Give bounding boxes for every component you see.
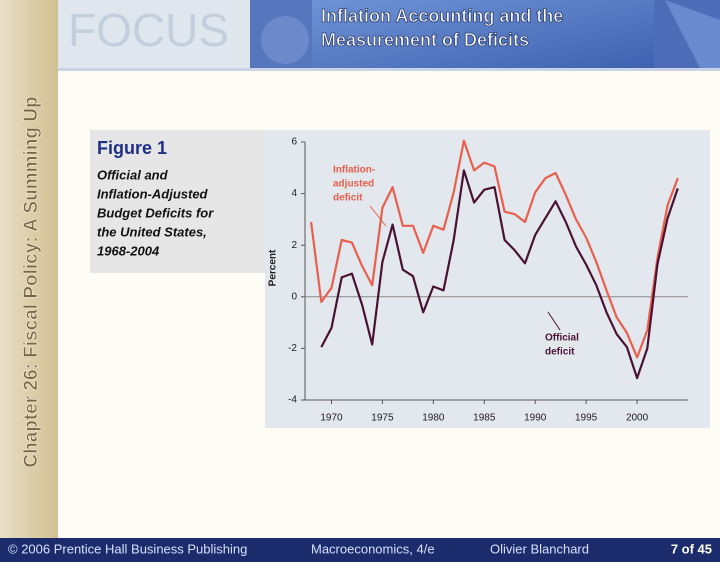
series-label: deficit bbox=[545, 347, 575, 358]
slide-title: Inflation Accounting and the bbox=[321, 6, 563, 26]
footer bbox=[0, 538, 720, 562]
figure-label-box bbox=[90, 130, 265, 273]
figure-caption: Official and bbox=[97, 167, 169, 182]
logo-panel bbox=[58, 0, 250, 68]
figure-caption: Inflation-Adjusted bbox=[97, 186, 209, 201]
x-tick-label: 1980 bbox=[422, 413, 445, 424]
figure-caption: the United States, bbox=[97, 224, 207, 239]
sidebar bbox=[0, 0, 58, 538]
label-leader bbox=[547, 311, 561, 331]
x-tick-label: 1995 bbox=[575, 413, 598, 424]
chapter-title: Chapter 26: Fiscal Policy: A Summing Up bbox=[21, 96, 42, 467]
series-label: Official bbox=[545, 333, 579, 344]
x-tick-label: 1970 bbox=[320, 413, 343, 424]
y-tick-label: -4 bbox=[288, 395, 297, 406]
series-line bbox=[310, 139, 679, 359]
x-tick-label: 2000 bbox=[626, 413, 649, 424]
x-tick-label: 1985 bbox=[473, 413, 496, 424]
y-tick-label: 4 bbox=[291, 188, 297, 199]
header-rule bbox=[58, 68, 720, 71]
x-tick-label: 1975 bbox=[371, 413, 394, 424]
y-tick-label: -2 bbox=[288, 343, 297, 354]
series-label: Inflation- bbox=[333, 165, 375, 176]
series-label: adjusted bbox=[333, 179, 374, 190]
footer-page: 7 of 45 bbox=[671, 541, 712, 556]
x-tick-label: 1990 bbox=[524, 413, 547, 424]
footer-copyright: © 2006 Prentice Hall Business Publishing bbox=[8, 541, 247, 556]
series-label: deficit bbox=[333, 193, 363, 204]
figure-label: Figure 1 bbox=[97, 138, 167, 158]
y-tick-label: 0 bbox=[291, 291, 297, 302]
footer-author: Olivier Blanchard bbox=[490, 541, 589, 556]
title-panel bbox=[312, 0, 654, 68]
y-tick-label: 2 bbox=[291, 240, 297, 251]
footer-book: Macroeconomics, 4/e bbox=[311, 541, 435, 556]
header-decoration bbox=[261, 16, 309, 64]
header-decoration bbox=[665, 0, 720, 68]
chart-panel bbox=[265, 130, 710, 428]
figure-caption: Budget Deficits for bbox=[97, 205, 214, 220]
label-leader bbox=[369, 205, 387, 227]
logo-text: FOCUS bbox=[68, 4, 229, 56]
y-axis-label: Percent bbox=[268, 249, 279, 286]
y-tick-label: 6 bbox=[291, 137, 297, 148]
figure-caption: 1968-2004 bbox=[97, 243, 160, 258]
series-line bbox=[320, 169, 679, 380]
slide-title: Measurement of Deficits bbox=[321, 30, 529, 50]
